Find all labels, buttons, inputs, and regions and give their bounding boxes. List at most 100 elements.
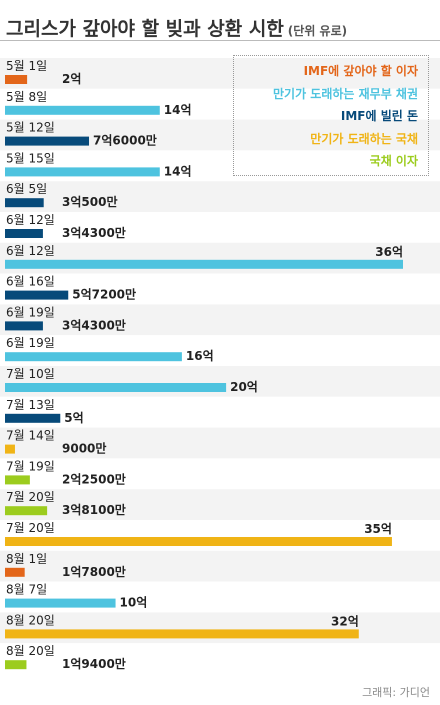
value-label: 3억8100만 [62, 502, 126, 517]
bar-row: 6월 19일 16억 [0, 335, 440, 366]
bar [5, 475, 30, 485]
bar [5, 259, 403, 269]
row-background [0, 335, 440, 366]
bar-row: 6월 5일 3억500만 [0, 181, 440, 212]
category-label: 8월 20일 [6, 613, 55, 627]
category-label: 7월 13일 [6, 398, 55, 412]
bar-row: 6월 16일 5억7200만 [0, 273, 440, 305]
bar-row: 6월 19일 3억4300만 [0, 304, 440, 336]
value-label: 14억 [164, 103, 192, 117]
value-label: 9000만 [62, 441, 106, 456]
legend-item: IMF에 갚아야 할 이자 [303, 64, 418, 78]
bar [5, 198, 44, 208]
category-label: 8월 1일 [6, 552, 47, 566]
row-background [0, 58, 440, 89]
bar [5, 290, 69, 300]
category-label: 6월 5일 [6, 182, 47, 196]
row-background [0, 643, 440, 674]
legend-item: 만기가 도래하는 국채 [310, 131, 418, 146]
row-background [0, 273, 440, 305]
value-label: 20억 [230, 380, 258, 394]
bar [5, 629, 359, 639]
bar-row: 7월 14일 9000만 [0, 427, 440, 459]
bar [5, 660, 27, 670]
bar [5, 413, 61, 423]
bar [5, 75, 28, 84]
bar [5, 167, 160, 177]
row-background [0, 612, 440, 644]
row-background [0, 458, 440, 490]
bar-row: 7월 10일 20억 [0, 366, 440, 397]
bar-row: 5월 8일 14억 [0, 88, 440, 120]
value-label: 10억 [120, 596, 148, 610]
value-label: 5억7200만 [72, 287, 136, 302]
bar-row: 8월 20일 32억 [0, 612, 440, 644]
row-background [0, 489, 440, 520]
legend-item: 국채 이자 [369, 154, 418, 168]
bar-row: 8월 7일 10억 [0, 581, 440, 613]
category-label: 6월 19일 [6, 305, 55, 319]
value-label: 14억 [164, 164, 192, 178]
row-background [0, 212, 440, 243]
bar-row: 5월 1일 2억 [0, 58, 440, 89]
bar [5, 506, 48, 516]
bar [5, 383, 227, 392]
bar [5, 136, 90, 146]
credit-label: 그래픽: 가디언 [362, 686, 430, 699]
bar-row: 5월 12일 7억6000만 [0, 119, 440, 151]
bar-row: 8월 20일 1억9400만 [0, 643, 440, 674]
bar-row: 7월 13일 5억 [0, 396, 440, 428]
category-label: 5월 15일 [6, 151, 55, 165]
value-label: 16억 [186, 349, 214, 363]
value-label: 1억7800만 [62, 564, 126, 579]
category-label: 8월 7일 [6, 583, 47, 597]
value-label: 5억 [64, 411, 83, 425]
bar [5, 229, 43, 238]
row-background [0, 242, 440, 274]
bar-row: 7월 20일 35억 [0, 520, 440, 551]
bar-row: 5월 15일 14억 [0, 150, 440, 182]
category-label: 7월 20일 [6, 521, 55, 535]
title-divider [0, 40, 440, 41]
value-label: 3억4300만 [62, 317, 126, 332]
row-background [0, 581, 440, 613]
unit-label: (단위 유로) [287, 24, 348, 38]
value-label: 3억4300만 [62, 225, 126, 240]
category-label: 6월 12일 [6, 213, 55, 227]
value-label: 3억500만 [62, 194, 117, 209]
category-label: 6월 19일 [6, 336, 55, 350]
category-label: 7월 14일 [6, 429, 55, 443]
value-label: 2억 [62, 72, 81, 86]
category-label: 6월 16일 [6, 275, 55, 289]
bar-row: 6월 12일 36억 [0, 242, 440, 274]
row-background [0, 396, 440, 428]
category-label: 6월 12일 [6, 244, 55, 258]
category-label: 7월 19일 [6, 459, 55, 473]
bar [5, 537, 392, 546]
legend-item: 만기가 도래하는 재무부 채권 [272, 86, 418, 101]
bar [5, 352, 182, 362]
bar-row: 8월 1일 1억7800만 [0, 550, 440, 582]
row-background [0, 427, 440, 459]
legend-item: IMF에 빌린 돈 [340, 109, 418, 123]
value-label: 2억2500만 [62, 471, 126, 486]
chart-title: 그리스가 갚아야 할 빚과 상환 시한 (단위 유로) [6, 14, 347, 41]
category-label: 7월 10일 [6, 367, 55, 381]
value-label: 35억 [364, 522, 392, 536]
category-label: 5월 12일 [6, 121, 55, 135]
bar [5, 567, 25, 577]
bar [5, 321, 43, 331]
bar [5, 105, 160, 115]
bar [5, 444, 15, 454]
value-label: 32억 [331, 614, 359, 628]
category-label: 8월 20일 [6, 644, 55, 658]
value-label: 36억 [375, 245, 403, 259]
chart-title-text: 그리스가 갚아야 할 빚과 상환 시한 [6, 18, 284, 40]
category-label: 5월 8일 [6, 90, 47, 104]
bar-row: 7월 20일 3억8100만 [0, 489, 440, 520]
value-label: 1억9400만 [62, 656, 126, 671]
row-background [0, 366, 440, 397]
row-background [0, 550, 440, 582]
